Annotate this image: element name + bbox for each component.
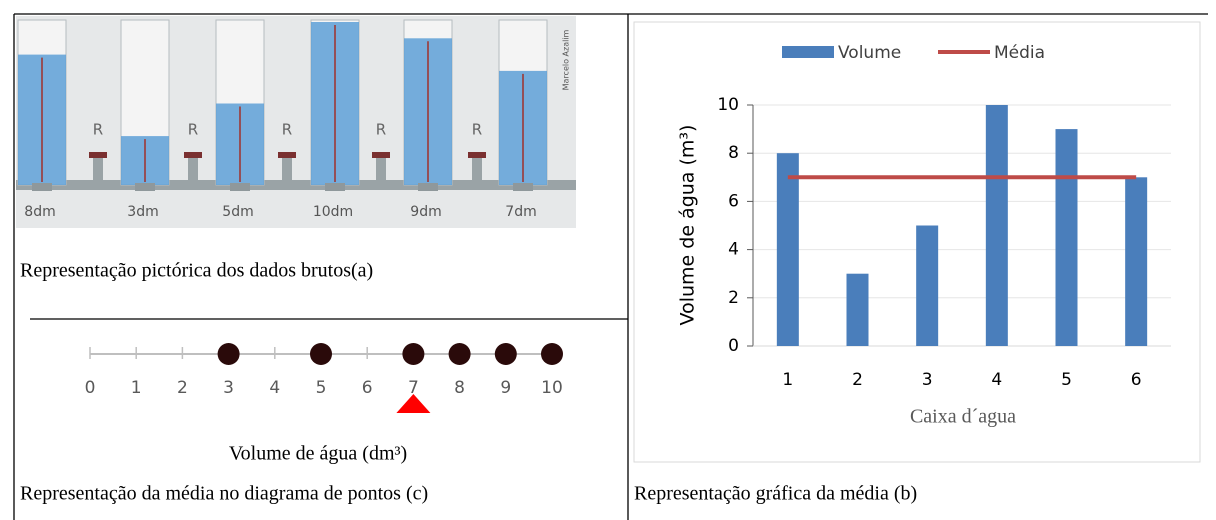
pipe-joint	[418, 183, 438, 191]
y-tick-label: 8	[728, 143, 739, 163]
dot	[402, 343, 424, 365]
bar	[916, 226, 938, 347]
pipe-joint	[135, 183, 155, 191]
x-tick-label: 2	[852, 370, 863, 390]
bar	[1125, 177, 1147, 346]
x-tick-label: 6	[362, 378, 373, 398]
dot	[310, 343, 332, 365]
x-tick-label: 9	[500, 378, 511, 398]
valve	[468, 152, 486, 158]
valve-label: R	[472, 121, 482, 139]
x-tick-label: 4	[269, 378, 280, 398]
dot	[449, 343, 471, 365]
bar	[1056, 129, 1078, 346]
valve-stem	[376, 158, 386, 182]
valve-stem	[472, 158, 482, 182]
valve-stem	[93, 158, 103, 182]
pipe-joint	[325, 183, 345, 191]
y-tick-label: 4	[728, 240, 739, 260]
dot	[541, 343, 563, 365]
valve	[278, 152, 296, 158]
caption: Representação gráfica da média (b)	[634, 483, 917, 505]
y-axis-title: Volume de água (m³)	[677, 125, 699, 326]
bar	[847, 274, 869, 346]
valve	[184, 152, 202, 158]
valve-label: R	[93, 121, 103, 139]
x-tick-label: 1	[131, 378, 142, 398]
x-tick-label: 8	[454, 378, 465, 398]
caption: Representação pictórica dos dados brutos…	[20, 260, 373, 282]
pipe-joint	[230, 183, 250, 191]
valve-label: R	[282, 121, 292, 139]
y-tick-label: 2	[728, 288, 739, 308]
y-tick-label: 0	[728, 336, 739, 356]
x-tick-label: 10	[541, 378, 563, 398]
dot	[495, 343, 517, 365]
valve-stem	[282, 158, 292, 182]
x-tick-label: 2	[177, 378, 188, 398]
value-label: 5dm	[222, 204, 253, 220]
x-tick-label: 1	[782, 370, 793, 390]
legend-label: Volume	[838, 43, 901, 63]
valve-stem	[188, 158, 198, 182]
caption: Representação da média no diagrama de po…	[20, 483, 428, 505]
mean-marker	[396, 394, 430, 413]
credit: Marcelo Azalim	[562, 29, 571, 90]
value-label: 7dm	[505, 204, 536, 220]
legend-swatch	[782, 46, 834, 58]
bar	[986, 105, 1008, 346]
valve	[89, 152, 107, 158]
pipe-joint	[32, 183, 52, 191]
x-axis-title: Caixa d´agua	[910, 406, 1016, 428]
dot	[218, 343, 240, 365]
value-label: 9dm	[410, 204, 441, 220]
value-label: 8dm	[24, 204, 55, 220]
value-label: 10dm	[313, 204, 353, 220]
x-tick-label: 4	[991, 370, 1002, 390]
pipe-joint	[513, 183, 533, 191]
value-label: 3dm	[127, 204, 158, 220]
bar	[777, 153, 799, 346]
y-tick-label: 6	[728, 191, 739, 211]
valve	[372, 152, 390, 158]
x-tick-label: 0	[85, 378, 96, 398]
x-tick-label: 3	[223, 378, 234, 398]
x-axis-title: Volume de água (dm³)	[229, 443, 407, 465]
x-tick-label: 3	[922, 370, 933, 390]
legend-label: Média	[994, 43, 1045, 63]
x-tick-label: 5	[1061, 370, 1072, 390]
figure: Representação pictórica dos dados brutos…	[0, 0, 1216, 520]
x-tick-label: 6	[1131, 370, 1142, 390]
y-tick-label: 10	[717, 95, 739, 115]
valve-label: R	[376, 121, 386, 139]
valve-label: R	[188, 121, 198, 139]
x-tick-label: 5	[316, 378, 327, 398]
